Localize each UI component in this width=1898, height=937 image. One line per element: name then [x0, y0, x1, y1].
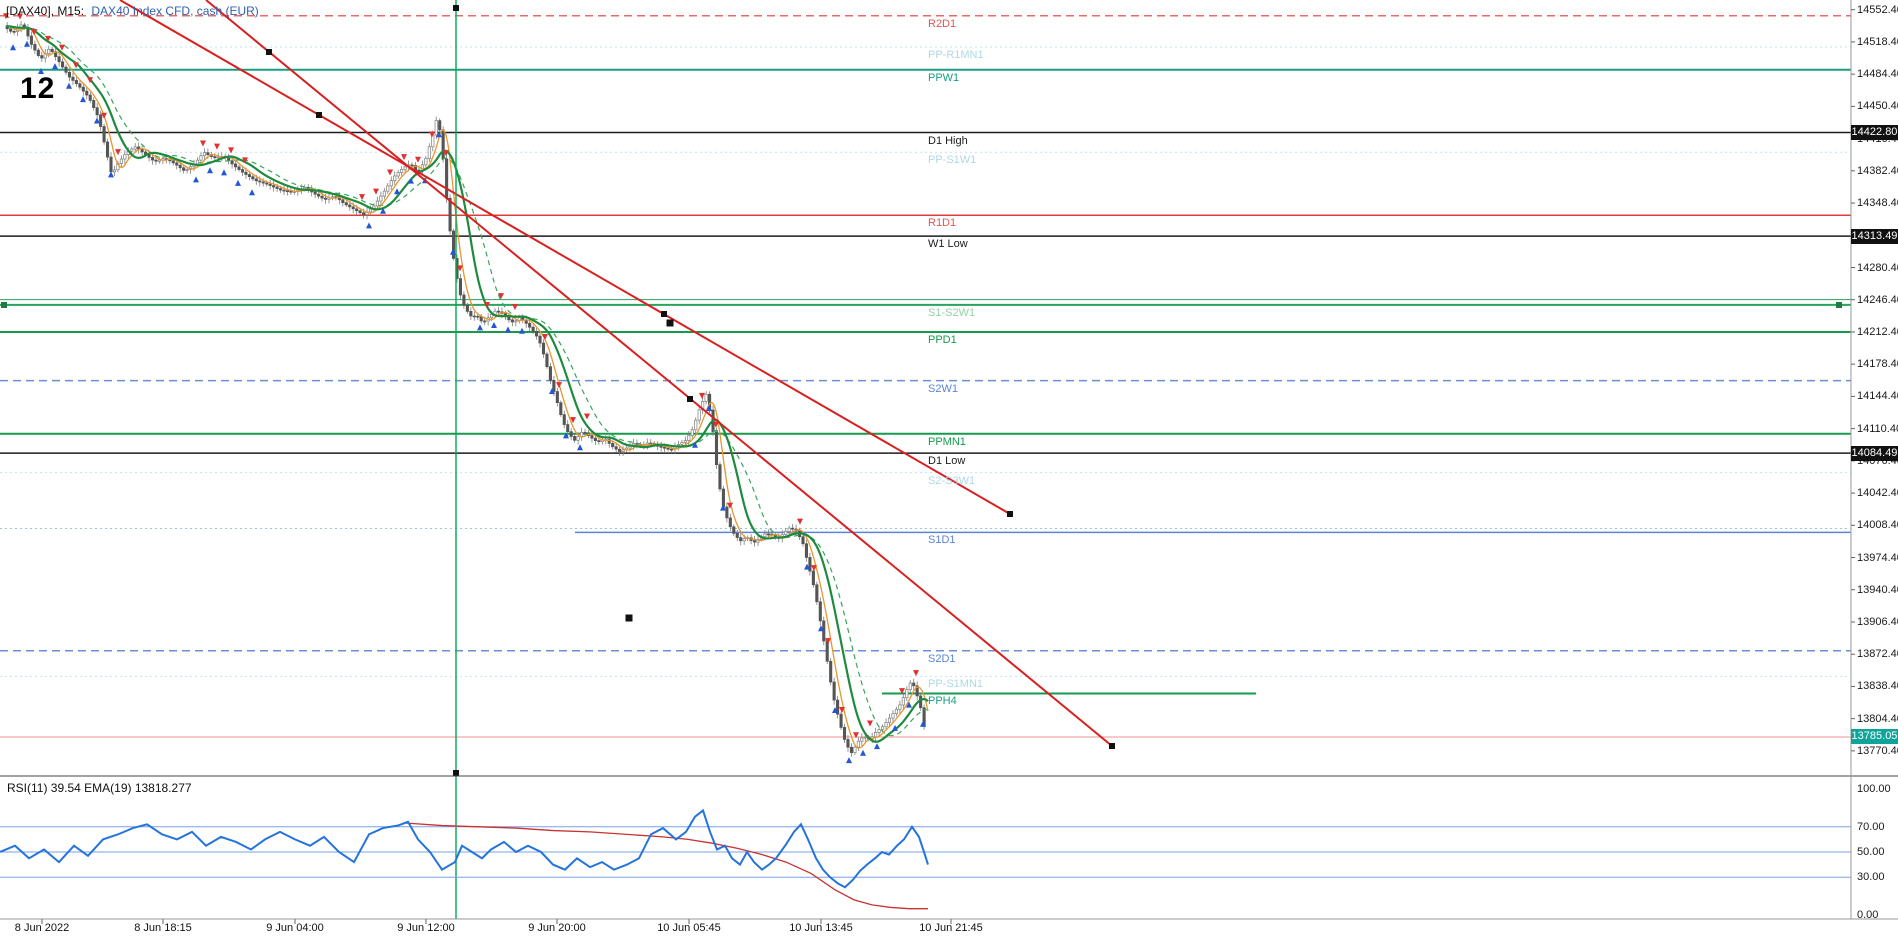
ma-orange [5, 25, 929, 749]
chart-annotation-12: 12 [20, 72, 56, 105]
chart-title: [DAX40], M15: DAX40 Index CFD, cash (EUR… [6, 4, 259, 18]
price-axis-label: 14212.40 [1857, 325, 1898, 338]
time-axis-label: 10 Jun 13:45 [789, 922, 853, 934]
price-axis-label: 14348.40 [1857, 197, 1898, 210]
pivot-label-D1-Low: D1 Low [928, 455, 966, 468]
trendline-handle[interactable] [266, 49, 272, 55]
pivot-label-PP-S1W1: PP-S1W1 [928, 154, 977, 167]
price-axis-label: 14144.40 [1857, 390, 1898, 403]
rsi-scale-label: 30.00 [1857, 871, 1885, 884]
pivot-label-PPH4: PPH4 [928, 695, 957, 708]
rsi-line [0, 808, 929, 889]
price-axis-label: 14008.40 [1857, 519, 1898, 532]
rsi-scale-label: 0.00 [1857, 909, 1879, 921]
object-handle[interactable] [625, 614, 633, 622]
time-axis-label: 9 Jun 20:00 [528, 922, 586, 934]
pivot-label-R1D1: R1D1 [928, 217, 957, 230]
trendline-2[interactable] [119, 0, 1011, 515]
trendline-1[interactable] [205, 0, 1113, 747]
rsi-scale-label: 50.00 [1857, 846, 1885, 858]
vertical-line-handle[interactable] [453, 5, 459, 11]
price-axis-label: 14518.40 [1857, 35, 1898, 48]
price-axis-label: 14484.40 [1857, 68, 1898, 81]
current-price-badge: 13785.05 [1851, 729, 1898, 745]
ma-green-dashed [5, 25, 929, 737]
price-axis-label: 13770.40 [1857, 744, 1898, 757]
time-axis-label: 10 Jun 05:45 [657, 922, 721, 934]
chart-title-symbol: [DAX40], M15: [6, 4, 85, 18]
price-axis-label: 13974.40 [1857, 551, 1898, 564]
price-axis-label: 13906.40 [1857, 615, 1898, 628]
time-axis-label: 9 Jun 04:00 [266, 922, 324, 934]
object-handle[interactable] [666, 319, 674, 327]
time-axis-label: 10 Jun 21:45 [919, 922, 983, 934]
rsi-scale-label: 100.00 [1857, 783, 1891, 795]
price-tag-d1-high: 14422.80 [1851, 125, 1898, 141]
price-axis-label: 13872.40 [1857, 648, 1898, 661]
price-axis-label: 13940.40 [1857, 583, 1898, 596]
trendline-handle[interactable] [661, 311, 667, 317]
chart-title-instrument: DAX40 Index CFD, cash (EUR) [91, 4, 259, 18]
rsi-indicator-title: RSI(11) 39.54 EMA(19) 13818.277 [7, 781, 192, 795]
rsi-signal-line [404, 822, 928, 910]
pivot-label-D1-High: D1 High [928, 134, 968, 147]
time-axis-label: 9 Jun 12:00 [397, 922, 455, 934]
candles [5, 20, 926, 757]
pivot-label-PP-S1MN1: PP-S1MN1 [928, 678, 984, 691]
trendline-handle[interactable] [1109, 743, 1115, 749]
pivot-label-W1-Low: W1 Low [928, 238, 968, 251]
pivot-label-R2D1: R2D1 [928, 17, 957, 30]
pivot-label-S2W1: S2W1 [928, 382, 958, 395]
level-handle[interactable] [1836, 302, 1842, 308]
price-axis-label: 13838.40 [1857, 680, 1898, 693]
pivot-levels[interactable] [0, 15, 1851, 738]
pivot-label-PP-R1MN1: PP-R1MN1 [928, 49, 984, 62]
price-axis-label: 14382.40 [1857, 164, 1898, 177]
signal-arrows [3, 13, 926, 764]
price-axis-label: 14042.40 [1857, 487, 1898, 500]
price-axis-label: 14178.40 [1857, 358, 1898, 371]
price-tag-d1-low: 14084.49 [1851, 445, 1898, 461]
ma-green [5, 25, 929, 743]
price-axis-label: 14450.40 [1857, 100, 1898, 113]
price-axis-label: 14110.40 [1857, 422, 1898, 435]
rsi-scale-label: 70.00 [1857, 820, 1885, 833]
time-axis-label: 8 Jun 2022 [14, 922, 70, 934]
pivot-label-S2-S3W1: S2-S3W1 [928, 474, 976, 487]
pivot-label-S2D1: S2D1 [928, 652, 956, 665]
vertical-line-handle[interactable] [453, 770, 459, 776]
pivot-label-PPMN1: PPMN1 [928, 435, 966, 448]
level-handle[interactable] [1, 302, 7, 308]
pivot-label-PPD1: PPD1 [928, 333, 957, 346]
price-axis-label: 13804.40 [1857, 712, 1898, 725]
price-axis-label: 14246.40 [1857, 293, 1898, 306]
pivot-label-S1D1: S1D1 [928, 534, 956, 547]
trendlines[interactable] [119, 0, 1115, 749]
trendline-handle[interactable] [316, 112, 322, 118]
price-axis-label: 14552.40 [1857, 3, 1898, 16]
trendline-handle[interactable] [1007, 511, 1013, 517]
time-axis-label: 8 Jun 18:15 [134, 922, 192, 934]
price-axis-label: 14280.40 [1857, 261, 1898, 274]
pivot-label-PPW1: PPW1 [928, 71, 960, 84]
pivot-label-S1-S2W1: S1-S2W1 [928, 306, 976, 319]
trendline-handle[interactable] [687, 396, 693, 402]
price-tag-w1-low: 14313.49 [1851, 228, 1898, 244]
